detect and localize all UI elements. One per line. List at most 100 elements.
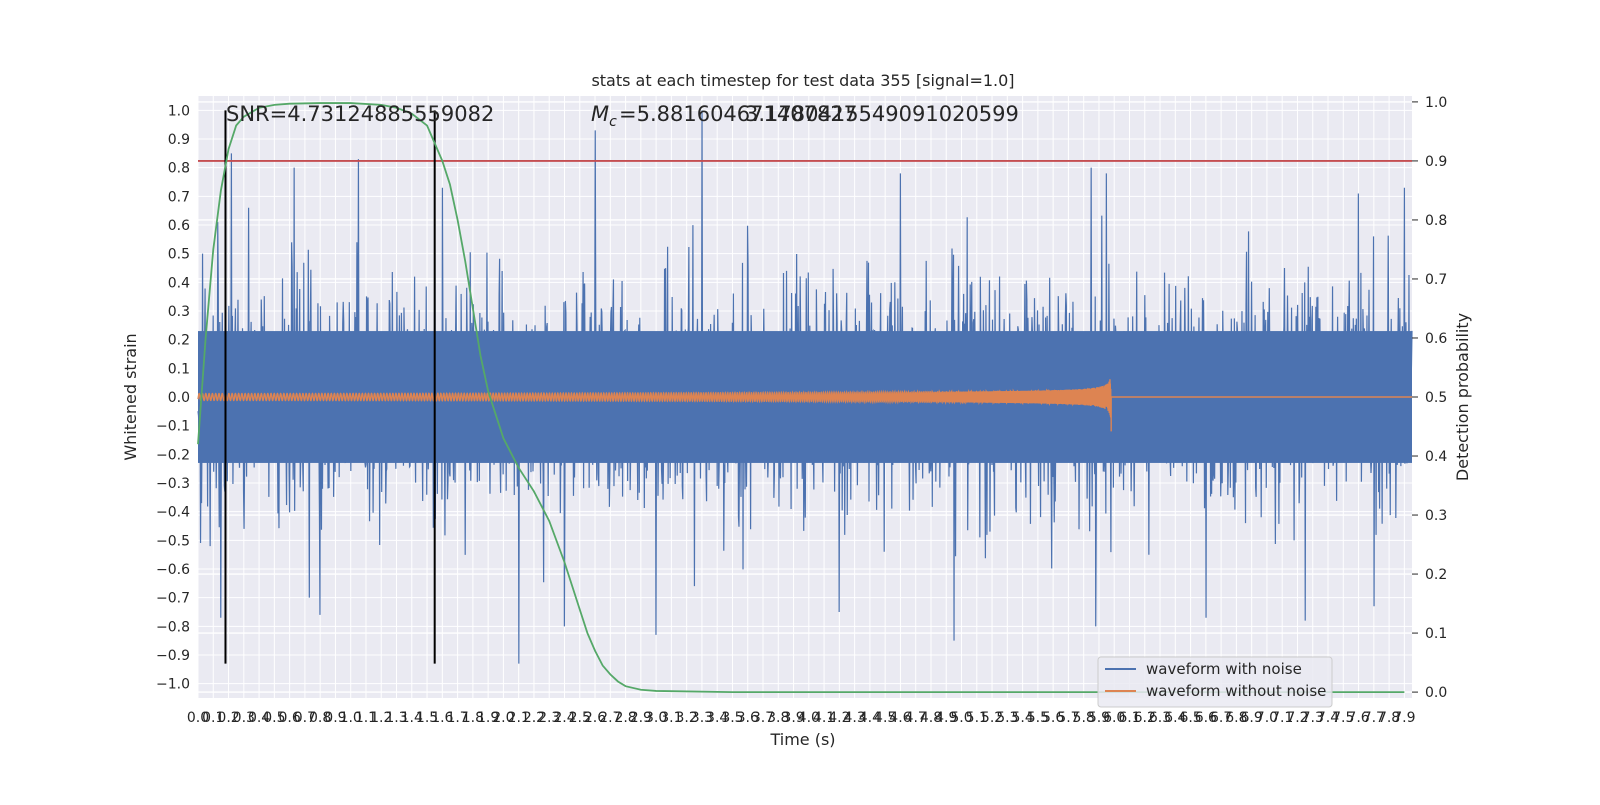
x-tick-label: 6.1 [1118, 710, 1140, 726]
x-tick-label: 3.4 [706, 710, 728, 726]
x-tick-label: 0.0 [187, 710, 209, 726]
x-tick-label: 4.0 [798, 710, 820, 726]
x-tick-label: 7.5 [1332, 710, 1354, 726]
x-tick-label: 7.6 [1347, 710, 1369, 726]
chirp-series-layer [197, 379, 1412, 432]
x-tick-label: 1.5 [416, 710, 438, 726]
x-tick-label: 7.9 [1393, 710, 1415, 726]
ticks-layer: 0.00.10.20.30.40.50.60.70.80.91.01.11.21… [156, 95, 1447, 726]
x-tick-label: 3.3 [691, 710, 713, 726]
x-tick-label: 2.3 [538, 710, 560, 726]
x-tick-label: 3.7 [752, 710, 774, 726]
x-tick-label: 5.2 [981, 710, 1003, 726]
y-tick-label: 1.0 [168, 103, 190, 119]
y2-tick-label: 0.9 [1425, 154, 1447, 170]
x-tick-label: 5.7 [1057, 710, 1079, 726]
chirp-waveform-line [197, 379, 1412, 432]
x-tick-label: 1.7 [446, 710, 468, 726]
mc-overlap-annotation: 3.1780415549091020599 [745, 102, 1019, 126]
y-tick-label: 0.0 [168, 390, 190, 406]
y-tick-label: −0.6 [156, 562, 190, 578]
y-tick-label: 0.3 [168, 304, 190, 320]
x-tick-label: 6.4 [1164, 710, 1186, 726]
y-tick-label: 0.9 [168, 132, 190, 148]
x-tick-label: 0.2 [217, 710, 239, 726]
y2-tick-label: 0.5 [1425, 390, 1447, 406]
y-tick-label: 0.8 [168, 161, 190, 177]
x-tick-label: 1.2 [370, 710, 392, 726]
x-tick-label: 1.3 [385, 710, 407, 726]
x-axis-label: Time (s) [769, 730, 835, 749]
x-tick-label: 2.2 [523, 710, 545, 726]
x-tick-label: 3.0 [645, 710, 667, 726]
y-tick-label: −0.3 [156, 476, 190, 492]
y-tick-label: 0.5 [168, 247, 190, 263]
x-tick-label: 4.1 [813, 710, 835, 726]
overlay-layer [198, 110, 1412, 664]
x-tick-label: 0.4 [248, 710, 270, 726]
y-axis-label: Whitened strain [121, 333, 140, 460]
x-tick-label: 0.6 [278, 710, 300, 726]
y2-tick-label: 0.3 [1425, 508, 1447, 524]
x-tick-label: 4.8 [920, 710, 942, 726]
x-tick-label: 2.8 [614, 710, 636, 726]
x-tick-label: 3.2 [676, 710, 698, 726]
x-tick-label: 3.8 [767, 710, 789, 726]
x-tick-label: 3.6 [737, 710, 759, 726]
mc-annotation: =5.881604671407827 [619, 102, 857, 126]
y-tick-label: 0.4 [168, 275, 190, 291]
detection-probability-line [197, 102, 1405, 693]
y-tick-label: −0.1 [156, 419, 190, 435]
x-tick-label: 2.7 [599, 710, 621, 726]
y-tick-label: −0.5 [156, 533, 190, 549]
y-tick-label: −0.4 [156, 505, 190, 521]
x-tick-label: 7.7 [1363, 710, 1385, 726]
x-tick-label: 4.9 [935, 710, 957, 726]
x-tick-label: 4.7 [905, 710, 927, 726]
x-tick-label: 6.5 [1179, 710, 1201, 726]
x-tick-label: 6.0 [1103, 710, 1125, 726]
x-tick-label: 1.9 [477, 710, 499, 726]
x-tick-label: 7.2 [1286, 710, 1308, 726]
x-tick-label: 5.3 [996, 710, 1018, 726]
x-tick-label: 0.1 [202, 710, 224, 726]
x-tick-label: 4.2 [828, 710, 850, 726]
probability-series-layer [197, 102, 1405, 693]
x-tick-label: 6.9 [1241, 710, 1263, 726]
y-tick-label: −0.2 [156, 447, 190, 463]
y2-tick-label: 0.6 [1425, 331, 1447, 347]
x-tick-label: 1.0 [340, 710, 362, 726]
x-tick-label: 2.1 [508, 710, 530, 726]
x-tick-label: 7.3 [1302, 710, 1324, 726]
x-tick-label: 0.5 [263, 710, 285, 726]
y2-tick-label: 0.1 [1425, 626, 1447, 642]
x-tick-label: 2.4 [553, 710, 575, 726]
x-tick-label: 5.9 [1088, 710, 1110, 726]
x-tick-label: 6.2 [1134, 710, 1156, 726]
y-tick-label: −0.7 [156, 591, 190, 607]
x-tick-label: 6.8 [1225, 710, 1247, 726]
legend-label-waveform-with-noise: waveform with noise [1146, 660, 1302, 678]
x-tick-label: 0.9 [324, 710, 346, 726]
x-tick-label: 5.0 [950, 710, 972, 726]
legend-label-waveform-without-noise: waveform without noise [1146, 682, 1326, 700]
x-tick-label: 1.6 [431, 710, 453, 726]
x-tick-label: 5.6 [1042, 710, 1064, 726]
x-tick-label: 7.0 [1256, 710, 1278, 726]
x-tick-label: 6.3 [1149, 710, 1171, 726]
chart-title: stats at each timestep for test data 355… [591, 71, 1014, 90]
x-tick-label: 0.3 [233, 710, 255, 726]
legend: waveform with noise waveform without noi… [1097, 656, 1333, 708]
x-tick-label: 6.6 [1195, 710, 1217, 726]
x-tick-label: 3.1 [660, 710, 682, 726]
x-tick-label: 4.3 [843, 710, 865, 726]
x-tick-label: 7.8 [1378, 710, 1400, 726]
y-tick-label: 0.6 [168, 218, 190, 234]
x-tick-label: 1.8 [462, 710, 484, 726]
y-tick-label: −1.0 [156, 677, 190, 693]
x-tick-label: 3.5 [721, 710, 743, 726]
y2-axis-label: Detection probability [1453, 313, 1472, 481]
x-tick-label: 4.6 [889, 710, 911, 726]
